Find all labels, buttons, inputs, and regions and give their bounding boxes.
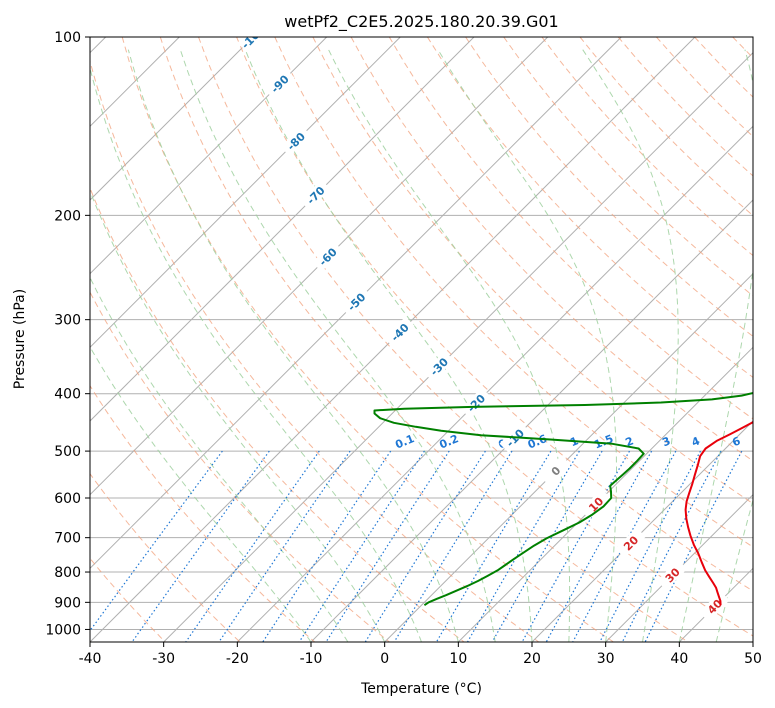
y-tick-label: 400: [54, 387, 81, 403]
x-tick-label: 50: [744, 651, 762, 667]
isotherm-label-background: [423, 351, 454, 382]
isotherm-line: [90, 37, 475, 422]
moist-adiabat: [328, 49, 571, 642]
mixing-ratio-label: 2: [624, 434, 636, 449]
y-tick-label: 900: [54, 595, 81, 611]
isotherm-label-background: [300, 179, 331, 211]
dry-adiabat: [388, 37, 753, 420]
isotherm-label-background: [699, 591, 730, 622]
isotherm-label-background: [280, 125, 311, 157]
x-axis-title: Temperature (°C): [360, 681, 482, 697]
x-tick-label: 10: [449, 651, 467, 667]
dry-adiabat: [121, 37, 614, 642]
y-tick-label: 500: [54, 444, 81, 460]
x-tick-label: -20: [226, 651, 249, 667]
mixing-ratio-lines: [90, 450, 743, 642]
isotherm-label-background: [580, 488, 611, 520]
moist-adiabat: [90, 276, 349, 642]
moist-adiabat: [90, 65, 422, 642]
dry-adiabat: [274, 37, 753, 548]
y-tick-label: 1000: [45, 622, 81, 638]
isotherm-label-background: [540, 455, 571, 486]
dry-adiabats: [90, 37, 753, 642]
x-tick-label: 40: [670, 651, 688, 667]
isotherm-line: [310, 199, 753, 642]
isotherm-line: [90, 37, 328, 275]
x-tick-label: -40: [79, 651, 102, 667]
x-tick-label: 30: [597, 651, 615, 667]
mixing-ratio-line: [572, 450, 677, 642]
isotherm-line: [90, 37, 622, 570]
mixing-ratio-line: [218, 450, 351, 642]
mixing-ratio-line: [262, 450, 392, 642]
x-tick-label: -30: [152, 651, 175, 667]
isotherm-line: [605, 493, 753, 642]
mixing-ratio-line: [621, 450, 722, 642]
plot-background: [90, 37, 753, 642]
isotherm-label-background: [340, 286, 372, 317]
moist-adiabats: [90, 49, 753, 642]
mixing-ratio-line: [491, 450, 603, 642]
isotherm-label-background: [264, 68, 295, 99]
chart-title: wetPf2_C2E5.2025.180.20.39.G01: [284, 12, 558, 32]
mixing-ratio-line: [185, 450, 320, 642]
mixing-ratio-line: [90, 450, 223, 632]
mixing-ratio-line: [298, 450, 425, 642]
dry-adiabat: [426, 37, 753, 378]
isotherm-line: [236, 125, 753, 642]
isotherm-label-background: [384, 316, 415, 348]
x-tick-label: 0: [380, 651, 389, 667]
mixing-ratio-line: [644, 450, 743, 642]
y-tick-label: 600: [54, 491, 81, 507]
dry-adiabat: [90, 59, 540, 642]
isotherm-label-background: [615, 527, 646, 558]
mixing-ratio-line: [599, 450, 702, 642]
dry-adiabat: [90, 557, 166, 642]
isotherm-label-background: [237, 37, 268, 52]
moist-adiabat: [127, 49, 459, 642]
isotherm-line: [457, 346, 753, 642]
y-tick-label: 700: [54, 531, 81, 547]
y-tick-label: 300: [54, 313, 81, 329]
isotherm-line: [90, 37, 254, 201]
mixing-ratio-line: [393, 450, 513, 642]
moist-adiabat: [179, 49, 496, 642]
mixing-ratio-label: 3: [660, 434, 672, 449]
x-tick-label: 20: [523, 651, 541, 667]
isotherm-label-background: [312, 241, 343, 272]
sounding-traces: [373, 391, 753, 607]
moist-adiabat: [244, 49, 533, 642]
isotherm-label-background: [460, 387, 492, 419]
isotherm-line: [163, 51, 753, 642]
plot-frame: [89, 36, 754, 643]
isotherm-label-background: [656, 559, 688, 591]
y-tick-label: 200: [54, 208, 81, 224]
dry-adiabat: [90, 384, 316, 642]
y-tick-label: 100: [54, 30, 81, 46]
isotherm-line: [384, 272, 753, 642]
y-tick-label: 800: [54, 565, 81, 581]
skewed-isotherms: [90, 37, 753, 642]
x-axis: -40 -30 -20 -10 0 10 20 30 40 50: [79, 642, 762, 667]
dry-adiabat: [90, 186, 465, 642]
dry-adiabat: [159, 37, 689, 642]
moist-adiabat: [582, 49, 679, 642]
x-tick-label: -10: [300, 651, 323, 667]
moist-adiabat: [437, 49, 617, 642]
mixing-ratio-line: [521, 450, 631, 642]
dry-adiabat: [198, 37, 753, 637]
y-axis-title: Pressure (hPa): [12, 289, 28, 389]
moist-adiabat: [90, 345, 312, 642]
mixing-ratio-line: [545, 450, 653, 642]
moist-adiabat: [678, 49, 753, 642]
isotherm-line: [90, 37, 549, 496]
temperature-trace: [684, 420, 753, 606]
y-axis: 100 200 300 400 500 600 700 800 900 1000: [45, 30, 90, 638]
background-line-labels: 0.10.20.40.611.52346810131620253036-100-…: [237, 37, 753, 622]
dewpoint-trace: [373, 391, 753, 607]
